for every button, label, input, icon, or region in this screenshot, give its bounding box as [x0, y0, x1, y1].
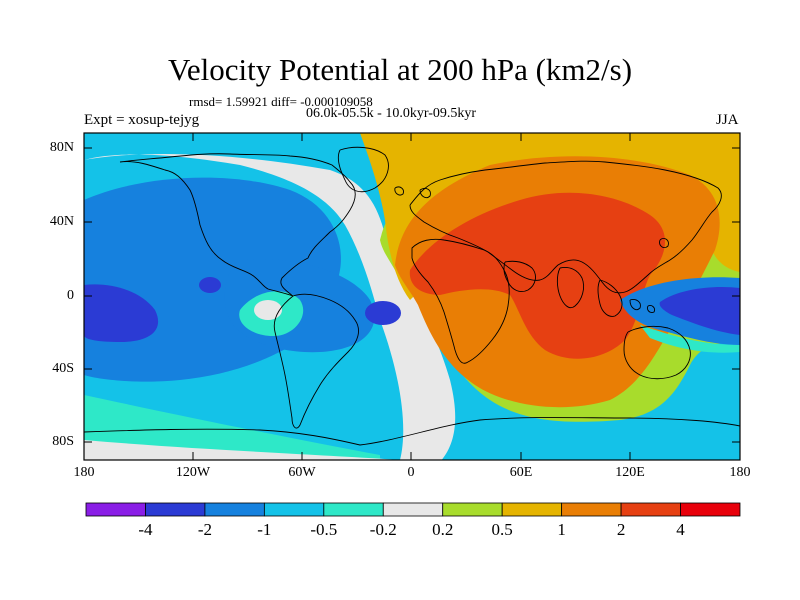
colorbar-label: -0.2 [369, 520, 397, 539]
colorbar-swatch [85, 502, 146, 517]
lon-label: 180 [729, 465, 751, 480]
colorbar-label: -0.5 [310, 520, 338, 539]
colorbar-label: 2 [616, 520, 626, 539]
colorbar-label: 0.5 [491, 520, 513, 539]
coastline-islands [394, 186, 669, 313]
coastline-arabia [503, 260, 536, 293]
period-label: 06.0k-05.5k - 10.0kyr-09.5kyr [306, 106, 477, 121]
lon-label: 120W [175, 465, 211, 480]
lon-label: 60E [509, 465, 533, 480]
lon-label: 60W [288, 465, 316, 480]
colorbar-label: 0.2 [432, 520, 454, 539]
colorbar-label: -1 [257, 520, 272, 539]
coastline-layer [84, 146, 740, 446]
lon-label: 180 [73, 465, 95, 480]
contour-band-neg-large-east [659, 286, 740, 335]
lat-label: 0 [67, 288, 74, 303]
coastline-africa [411, 238, 510, 364]
contour-band-neg-large-west [84, 284, 159, 342]
contour-band-neg-large-blob [199, 277, 221, 293]
stats-line: rmsd= 1.59921 diff= -0.000109058 [189, 94, 373, 109]
colorbar-swatch [680, 502, 741, 517]
coastline-india [556, 267, 585, 309]
colorbar-swatch [620, 502, 681, 517]
lat-label: 80S [52, 434, 74, 449]
contour-band-neg-small [84, 395, 380, 460]
colorbar-swatch [382, 502, 444, 517]
colorbar-swatch [323, 502, 384, 517]
colorbar-swatch [442, 502, 503, 517]
lon-label: 120E [615, 465, 645, 480]
colorbar [85, 502, 741, 517]
colorbar-label: -4 [138, 520, 153, 539]
coastline-greenland [337, 146, 389, 193]
contour-band-neg-small-east [640, 325, 740, 353]
coastline-south-america [273, 293, 359, 429]
contour-band-neutral-west [84, 135, 456, 460]
experiment-label: Expt = xosup-tejyg [84, 112, 200, 128]
colorbar-label: 4 [676, 520, 685, 539]
colorbar-swatch [561, 502, 622, 517]
plot-title: Velocity Potential at 200 hPa (km2/s) [167, 52, 633, 87]
coastline-north-america [119, 153, 356, 297]
colorbar-swatch [145, 502, 206, 517]
contour-band-pos-very-large [409, 192, 666, 359]
lat-label: 40S [52, 361, 74, 376]
coastline-australia [623, 325, 691, 380]
lat-tick-marks [84, 147, 740, 443]
contour-band-neutral-spot [254, 300, 282, 320]
lat-label: 40N [49, 214, 74, 229]
colorbar-label: -2 [197, 520, 212, 539]
lat-label: 80N [49, 140, 74, 155]
colorbar-swatch [263, 502, 325, 517]
contour-band-neg-large-blob [365, 301, 401, 325]
colorbar-label: 1 [557, 520, 566, 539]
lon-label: 0 [407, 465, 415, 480]
coastline-southeast-asia [597, 279, 623, 317]
lon-tick-marks [192, 133, 631, 460]
colorbar-swatch [501, 502, 563, 517]
season-label: JJA [716, 112, 739, 128]
coastline-antarctica [84, 417, 740, 446]
colorbar-swatch [204, 502, 265, 517]
contour-fill-layer [84, 133, 740, 460]
